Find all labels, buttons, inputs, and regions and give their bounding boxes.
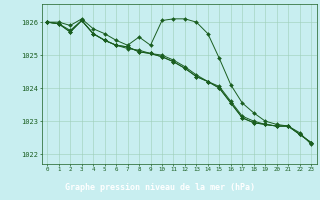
- Text: Graphe pression niveau de la mer (hPa): Graphe pression niveau de la mer (hPa): [65, 183, 255, 192]
